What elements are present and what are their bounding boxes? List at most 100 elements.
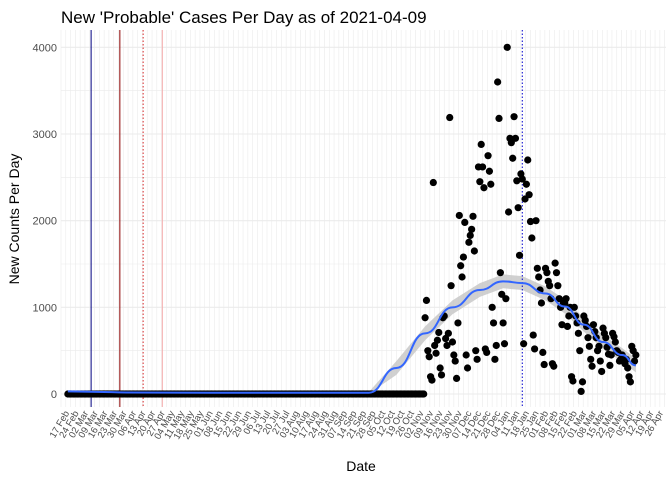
data-point (447, 282, 455, 290)
data-point (537, 299, 546, 307)
data-point (626, 378, 635, 386)
data-point (429, 178, 437, 187)
data-point (632, 351, 640, 359)
y-tick-label: 4000 (33, 42, 57, 54)
data-point (473, 355, 481, 363)
data-point (455, 211, 463, 220)
data-point (472, 347, 480, 355)
y-tick-label: 3000 (33, 129, 57, 141)
data-point (476, 178, 484, 186)
data-point (526, 217, 535, 226)
trend-confidence-band (67, 274, 636, 394)
data-point (480, 184, 488, 192)
data-point (630, 357, 639, 365)
data-point (585, 342, 593, 350)
data-point (533, 264, 541, 272)
data-point (436, 364, 444, 372)
data-point (520, 340, 528, 348)
data-point (611, 338, 619, 346)
data-point (587, 355, 595, 363)
data-point (529, 331, 537, 339)
data-point (435, 328, 443, 337)
data-point (524, 156, 532, 164)
data-point (522, 180, 530, 188)
data-point (461, 218, 469, 226)
data-point (552, 269, 561, 277)
data-point (503, 43, 511, 51)
data-point (530, 345, 539, 353)
trend-path (67, 280, 637, 394)
data-point (565, 312, 573, 320)
data-point (528, 234, 536, 242)
y-axis-title: New Counts Per Day (6, 154, 22, 285)
data-point (500, 340, 509, 348)
data-point (459, 253, 468, 261)
data-point (470, 247, 478, 255)
data-point (551, 259, 559, 267)
x-axis-title: Date (346, 458, 376, 474)
data-point (574, 329, 582, 337)
data-point (540, 360, 548, 369)
data-point (607, 351, 615, 359)
data-point (509, 154, 517, 162)
data-point (421, 314, 429, 322)
data-point (446, 113, 454, 122)
data-point (584, 334, 592, 342)
chart-title: New 'Probable' Cases Per Day as of 2021-… (61, 8, 427, 27)
data-point (477, 140, 485, 148)
data-point (484, 152, 492, 160)
data-point (432, 349, 440, 357)
data-point (488, 303, 496, 311)
data-point (458, 273, 466, 281)
data-point (514, 204, 522, 212)
data-point (570, 303, 578, 311)
grid (60, 30, 666, 407)
y-axis-ticks: 0 1000 2000 3000 4000 (33, 42, 57, 401)
data-point (562, 295, 570, 303)
data-point (487, 180, 495, 188)
data-point (598, 367, 606, 376)
data-point (588, 362, 596, 370)
data-point (469, 212, 477, 220)
data-point (494, 78, 502, 86)
data-point (532, 217, 540, 225)
data-point (485, 167, 494, 175)
data-point (606, 361, 614, 369)
data-point (492, 341, 500, 350)
y-tick-label: 1000 (33, 302, 57, 314)
data-point (558, 321, 566, 329)
y-tick-label: 0 (51, 389, 57, 401)
data-point (424, 347, 432, 355)
data-point (554, 282, 562, 290)
data-point (569, 377, 577, 385)
data-point (437, 371, 446, 379)
event-lines (90, 30, 523, 407)
data-point (468, 225, 476, 233)
data-point (504, 208, 513, 216)
trend-line (67, 280, 637, 394)
data-point (515, 251, 524, 259)
data-point (595, 342, 603, 350)
data-point (589, 321, 598, 329)
data-point (499, 319, 507, 327)
data-point (539, 348, 547, 356)
data-point (425, 353, 433, 361)
data-point (543, 269, 551, 277)
data-point (496, 269, 504, 277)
data-point (535, 273, 543, 281)
data-point (624, 364, 632, 372)
data-point (489, 319, 498, 327)
y-tick-label: 2000 (33, 216, 57, 228)
data-point (550, 362, 558, 370)
data-point (444, 329, 452, 337)
data-point (451, 357, 459, 365)
data-point (462, 351, 470, 359)
data-point (491, 355, 499, 363)
data-point (463, 364, 472, 372)
data-point (518, 175, 526, 183)
data-point (478, 163, 487, 171)
data-point (513, 177, 521, 185)
data-point (495, 114, 503, 122)
data-point (450, 351, 458, 359)
